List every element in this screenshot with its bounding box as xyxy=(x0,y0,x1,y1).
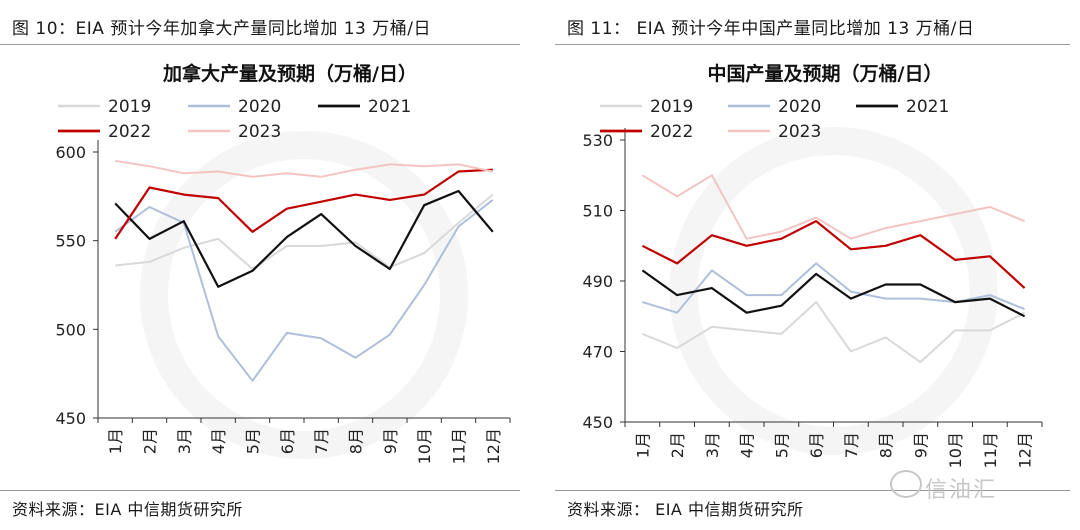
legend-label: 2020 xyxy=(238,97,281,117)
x-tick-label: 6月 xyxy=(807,432,826,458)
caption-divider xyxy=(555,44,1070,45)
x-tick-label: 9月 xyxy=(381,428,400,454)
y-tick-label: 530 xyxy=(582,131,613,150)
wechat-icon xyxy=(890,470,922,498)
x-tick-label: 3月 xyxy=(175,428,194,454)
legend-label: 2022 xyxy=(108,122,151,142)
x-tick-label: 12月 xyxy=(484,428,503,464)
series-line-2021 xyxy=(114,189,494,288)
series-line-2023 xyxy=(115,159,494,178)
x-tick-label: 4月 xyxy=(738,432,757,458)
y-tick-label: 470 xyxy=(582,343,613,362)
x-tick-label: 7月 xyxy=(312,428,331,454)
figure-caption: 图 10：EIA 预计今年加拿大产量同比增加 13 万桶/日 xyxy=(12,19,431,39)
legend-label: 2021 xyxy=(368,97,411,117)
x-tick-label: 4月 xyxy=(209,428,228,454)
x-tick-label: 8月 xyxy=(877,432,896,458)
x-tick-label: 9月 xyxy=(911,432,930,458)
source-divider xyxy=(0,490,520,491)
series-line-2021 xyxy=(641,269,1026,318)
series-line-2022 xyxy=(114,168,493,240)
legend-label: 2020 xyxy=(778,97,821,117)
canada-production-chart: 加拿大产量及预期（万桶/日） 450 500 550 600 1月 2月 3月 4月 5月 6月 7月… xyxy=(55,62,511,464)
series-line-2023 xyxy=(641,174,1025,240)
series-line-2020 xyxy=(642,262,1025,314)
legend-label: 2023 xyxy=(238,122,281,142)
series-line-2020 xyxy=(114,199,494,382)
x-tick-label: 7月 xyxy=(842,432,861,458)
x-tick-label: 2月 xyxy=(668,432,687,458)
figure-source: 资料来源： EIA 中信期货研究所 xyxy=(567,500,804,519)
series-line-2019 xyxy=(642,301,1026,364)
x-tick-label: 11月 xyxy=(450,428,469,464)
x-tick-label: 10月 xyxy=(415,428,434,464)
legend-label: 2019 xyxy=(650,97,693,117)
x-tick-label: 1月 xyxy=(106,428,125,454)
x-tick-label: 5月 xyxy=(244,428,263,454)
x-tick-label: 5月 xyxy=(772,432,791,458)
figure-caption: 图 11： EIA 预计今年中国产量同比增加 13 万桶/日 xyxy=(567,19,975,39)
watermark-logo xyxy=(669,127,998,455)
watermark-text: 信油汇 xyxy=(925,478,998,503)
chart-title: 中国产量及预期（万桶/日） xyxy=(708,62,943,85)
y-tick-label: 600 xyxy=(55,143,86,162)
series-line-2022 xyxy=(641,220,1026,289)
chart-title: 加拿大产量及预期（万桶/日） xyxy=(162,62,417,85)
figure-source: 资料来源：EIA 中信期货研究所 xyxy=(12,500,243,519)
x-tick-label: 12月 xyxy=(1016,432,1035,468)
legend-label: 2022 xyxy=(650,122,693,142)
figure-10-panel: 图 10：EIA 预计今年加拿大产量同比增加 13 万桶/日 加拿大产量及预期（… xyxy=(0,0,530,530)
y-tick-label: 450 xyxy=(582,413,613,432)
china-production-chart: 中国产量及预期（万桶/日） 450 470 490 510 530 1月 2月 3月 4月 5月 6月… xyxy=(582,62,1043,468)
legend-label: 2023 xyxy=(778,122,821,142)
y-tick-label: 500 xyxy=(55,320,86,339)
caption-divider xyxy=(0,44,520,45)
legend-label: 2019 xyxy=(108,97,151,117)
x-tick-label: 1月 xyxy=(633,432,652,458)
x-tick-label: 2月 xyxy=(141,428,160,454)
y-tick-label: 550 xyxy=(55,232,86,251)
series-line-2019 xyxy=(115,193,494,270)
y-tick-label: 510 xyxy=(582,202,613,221)
x-tick-label: 8月 xyxy=(347,428,366,454)
watermark-logo xyxy=(140,131,468,459)
x-tick-label: 10月 xyxy=(946,432,965,468)
x-tick-label: 11月 xyxy=(981,432,1000,468)
x-tick-label: 3月 xyxy=(703,432,722,458)
y-tick-label: 450 xyxy=(55,409,86,428)
y-tick-label: 490 xyxy=(582,272,613,291)
legend-label: 2021 xyxy=(906,97,949,117)
x-tick-label: 6月 xyxy=(278,428,297,454)
figure-11-panel: 图 11： EIA 预计今年中国产量同比增加 13 万桶/日 中国产量及预期（万… xyxy=(555,0,1080,530)
source-divider xyxy=(555,490,1070,491)
